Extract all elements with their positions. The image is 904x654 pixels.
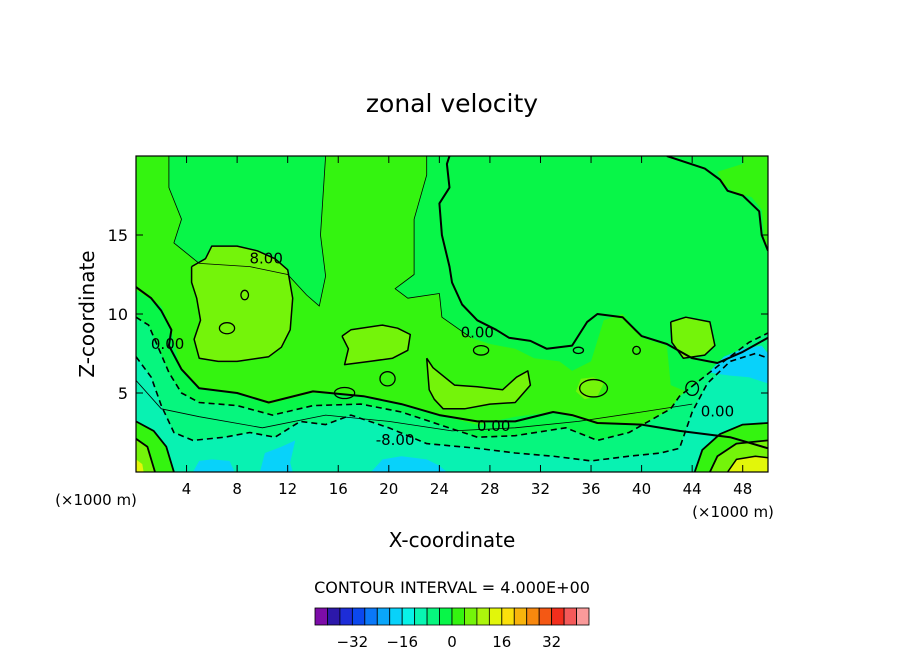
contour-closed-blob: [579, 378, 609, 398]
colorbar-tick-label: 32: [542, 633, 561, 651]
region-level-neg12-d: [708, 345, 768, 384]
contour-lines: [136, 156, 768, 472]
colorbar-tick-labels: −32 −16 0 16 32: [337, 633, 562, 651]
x-tick-label: 4: [182, 480, 192, 498]
x-tick-label: 24: [430, 480, 449, 498]
colorbar-swatch: [414, 607, 428, 626]
x-tick-label: 16: [329, 480, 348, 498]
region-level-4-upper: [136, 156, 768, 453]
contour-labels: 8.00 0.00 0.00 0.00 0.00 -8.00: [151, 249, 734, 449]
x-tick-label: 36: [581, 480, 600, 498]
contour-label: 8.00: [249, 249, 282, 267]
contour-label: 0.00: [151, 335, 184, 353]
contour-line-thin-4b: [394, 156, 472, 339]
contour-closed-blob: [632, 345, 641, 355]
contour-label: -8.00: [376, 431, 415, 449]
x-unit-right: (×1000 m): [692, 503, 774, 521]
colorbar-swatch: [501, 607, 515, 626]
contour-line-8-mid: [341, 324, 412, 366]
x-unit-left: (×1000 m): [55, 491, 137, 509]
contour-closed-blob: [333, 386, 356, 400]
x-tick-label: 28: [480, 480, 499, 498]
contour-label: 0.00: [701, 403, 734, 421]
contour-interval-label: CONTOUR INTERVAL = 4.000E+00: [314, 578, 590, 597]
colorbar-swatch: [389, 607, 403, 626]
contour-line-pos-corner-r: [693, 422, 768, 472]
y-axis-ticks: 5 10 15: [108, 226, 768, 403]
colorbar-swatch: [401, 607, 416, 626]
colorbar-swatch: [538, 607, 553, 626]
x-tick-label: 44: [683, 480, 702, 498]
region-level-8-right: [670, 317, 715, 359]
contour-line-thin-lower: [136, 380, 693, 432]
contour-line-8-right: [669, 316, 716, 359]
colorbar-swatch: [327, 607, 341, 626]
colorbar-swatch: [476, 607, 490, 626]
contour-closed-blob: [472, 344, 490, 356]
contour-closed-blob: [685, 380, 700, 397]
x-axis-label: X-coordinate: [389, 528, 516, 552]
colorbar-swatch: [439, 607, 453, 626]
region-level-8-left: [191, 246, 293, 362]
x-tick-label: 8: [232, 480, 242, 498]
contour-line-0-zero-left: [136, 286, 768, 450]
chart-title: zonal velocity: [366, 89, 538, 118]
contour-line-neg8-dashed: [136, 352, 768, 462]
contour-label: 0.00: [461, 324, 494, 342]
colorbar-tick-label: 16: [492, 633, 511, 651]
colorbar-swatch: [526, 607, 540, 626]
colorbar-swatch: [576, 607, 590, 626]
colorbar-swatch: [513, 607, 528, 626]
x-tick-label: 32: [531, 480, 550, 498]
colorbar: [314, 607, 590, 626]
contour-fill-regions: [136, 156, 768, 472]
colorbar-swatch: [364, 607, 378, 626]
x-tick-label: 40: [632, 480, 651, 498]
x-axis-ticks: 4 8 12 16 20 24 28 32 36 40 44 48: [182, 156, 752, 498]
colorbar-swatch: [426, 607, 440, 626]
contour-line-thin-4: [168, 156, 327, 307]
y-axis-label: Z-coordinate: [75, 250, 99, 377]
colorbar-swatch: [376, 607, 391, 626]
contour-line-pos-corner-l: [136, 420, 175, 472]
colorbar-swatch: [563, 607, 577, 626]
contour-line-pos-corner-r3: [726, 455, 768, 472]
region-level-12-corner-r: [727, 456, 768, 472]
contour-line-8-left: [190, 245, 294, 363]
colorbar-swatch: [451, 607, 465, 626]
colorbar-swatch: [488, 607, 503, 626]
region-level-8-mid: [342, 325, 411, 365]
contour-line-pos-corner-l2: [136, 438, 156, 472]
contour-closed-blob: [379, 371, 396, 387]
contour-line-zero-upper: [438, 156, 768, 364]
contour-line-pos-corner-r2: [709, 439, 768, 472]
colorbar-swatch: [314, 607, 328, 626]
region-level-4-right: [717, 156, 768, 251]
contour-label: 0.00: [477, 417, 510, 435]
y-tick-label: 5: [118, 384, 128, 403]
region-level-neg12-c: [371, 456, 447, 472]
y-tick-label: 10: [108, 305, 128, 324]
region-level-neg12-a: [192, 459, 235, 472]
y-tick-label: 15: [108, 226, 128, 245]
contour-closed-blob: [218, 322, 236, 335]
contour-closed-blob: [240, 289, 250, 301]
contour-line-8-band: [425, 357, 532, 410]
colorbar-tick-label: −32: [337, 633, 369, 651]
region-level-neg12-b: [259, 440, 296, 472]
region-level-8-band: [426, 358, 531, 409]
region-level-12-corner-l: [136, 459, 144, 472]
x-tick-label: 20: [379, 480, 398, 498]
colorbar-tick-label: −16: [386, 633, 418, 651]
colorbar-swatch: [464, 607, 478, 626]
colorbar-swatch: [551, 607, 565, 626]
colorbar-swatch: [351, 607, 366, 626]
colorbar-tick-label: 0: [447, 633, 457, 651]
x-tick-label: 48: [733, 480, 752, 498]
contour-line-zero-topright: [666, 156, 768, 252]
contour-closed-blob: [572, 346, 585, 355]
colorbar-swatch: [339, 607, 353, 626]
x-tick-label: 12: [278, 480, 297, 498]
